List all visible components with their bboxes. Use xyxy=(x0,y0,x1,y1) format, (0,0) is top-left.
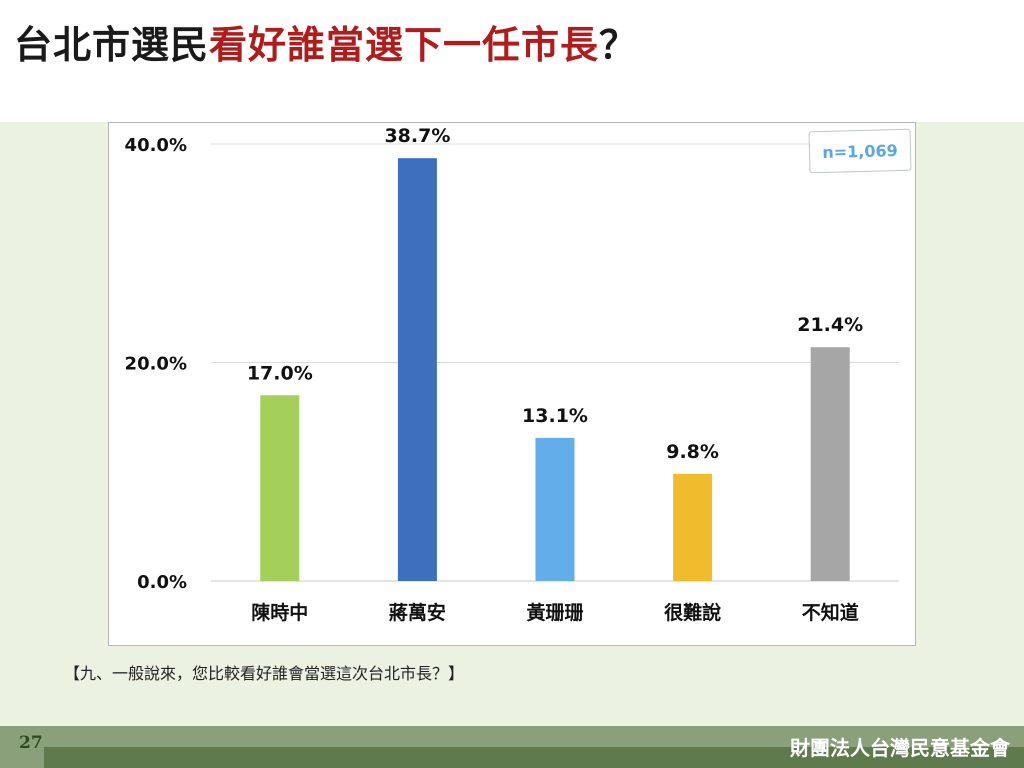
page-title: 台北市選民看好誰當選下一任市長？ xyxy=(14,14,638,69)
title-prefix: 台北市選民 xyxy=(14,23,210,67)
y-tick-label: 0.0% xyxy=(137,572,187,593)
bar-value-label: 9.8% xyxy=(666,441,719,463)
bar-chart: 0.0% 20.0% 40.0% 17.0% 陳時中 38.7% 蔣萬安 13.1% 黃珊珊 9.… xyxy=(125,125,899,624)
bar xyxy=(260,395,300,581)
bar-value-label: 21.4% xyxy=(797,314,863,336)
x-category-label: 陳時中 xyxy=(251,601,308,624)
bar-value-label: 13.1% xyxy=(522,405,588,427)
x-category-label: 不知道 xyxy=(802,601,859,624)
bar xyxy=(673,473,713,581)
title-suffix: ？ xyxy=(599,23,639,67)
y-tick-label: 20.0% xyxy=(125,354,187,375)
x-category-label: 蔣萬安 xyxy=(389,601,446,624)
bar xyxy=(810,347,850,581)
y-tick-label: 40.0% xyxy=(125,135,187,156)
organization-name: 財團法人台灣民意基金會 xyxy=(790,736,1010,760)
bar-value-label: 38.7% xyxy=(384,125,450,147)
bar xyxy=(535,437,575,581)
bar xyxy=(397,158,437,581)
title-highlight: 看好誰當選下一任市長 xyxy=(209,23,600,67)
survey-question: 【九、一般說來，您比較看好誰會當選這次台北市長？】 xyxy=(64,664,465,683)
x-category-label: 很難說 xyxy=(664,601,721,624)
x-category-label: 黃珊珊 xyxy=(526,601,583,624)
bar-value-label: 17.0% xyxy=(247,362,313,384)
footer-band xyxy=(44,747,1024,768)
chart-panel: 0.0% 20.0% 40.0% 17.0% 陳時中 38.7% 蔣萬安 13.1% 黃珊珊 9.… xyxy=(108,122,916,646)
title-bar: 台北市選民看好誰當選下一任市長？ xyxy=(0,0,1024,122)
sample-size-badge: n=1,069 xyxy=(808,128,912,174)
page-number: 27 xyxy=(19,733,43,753)
